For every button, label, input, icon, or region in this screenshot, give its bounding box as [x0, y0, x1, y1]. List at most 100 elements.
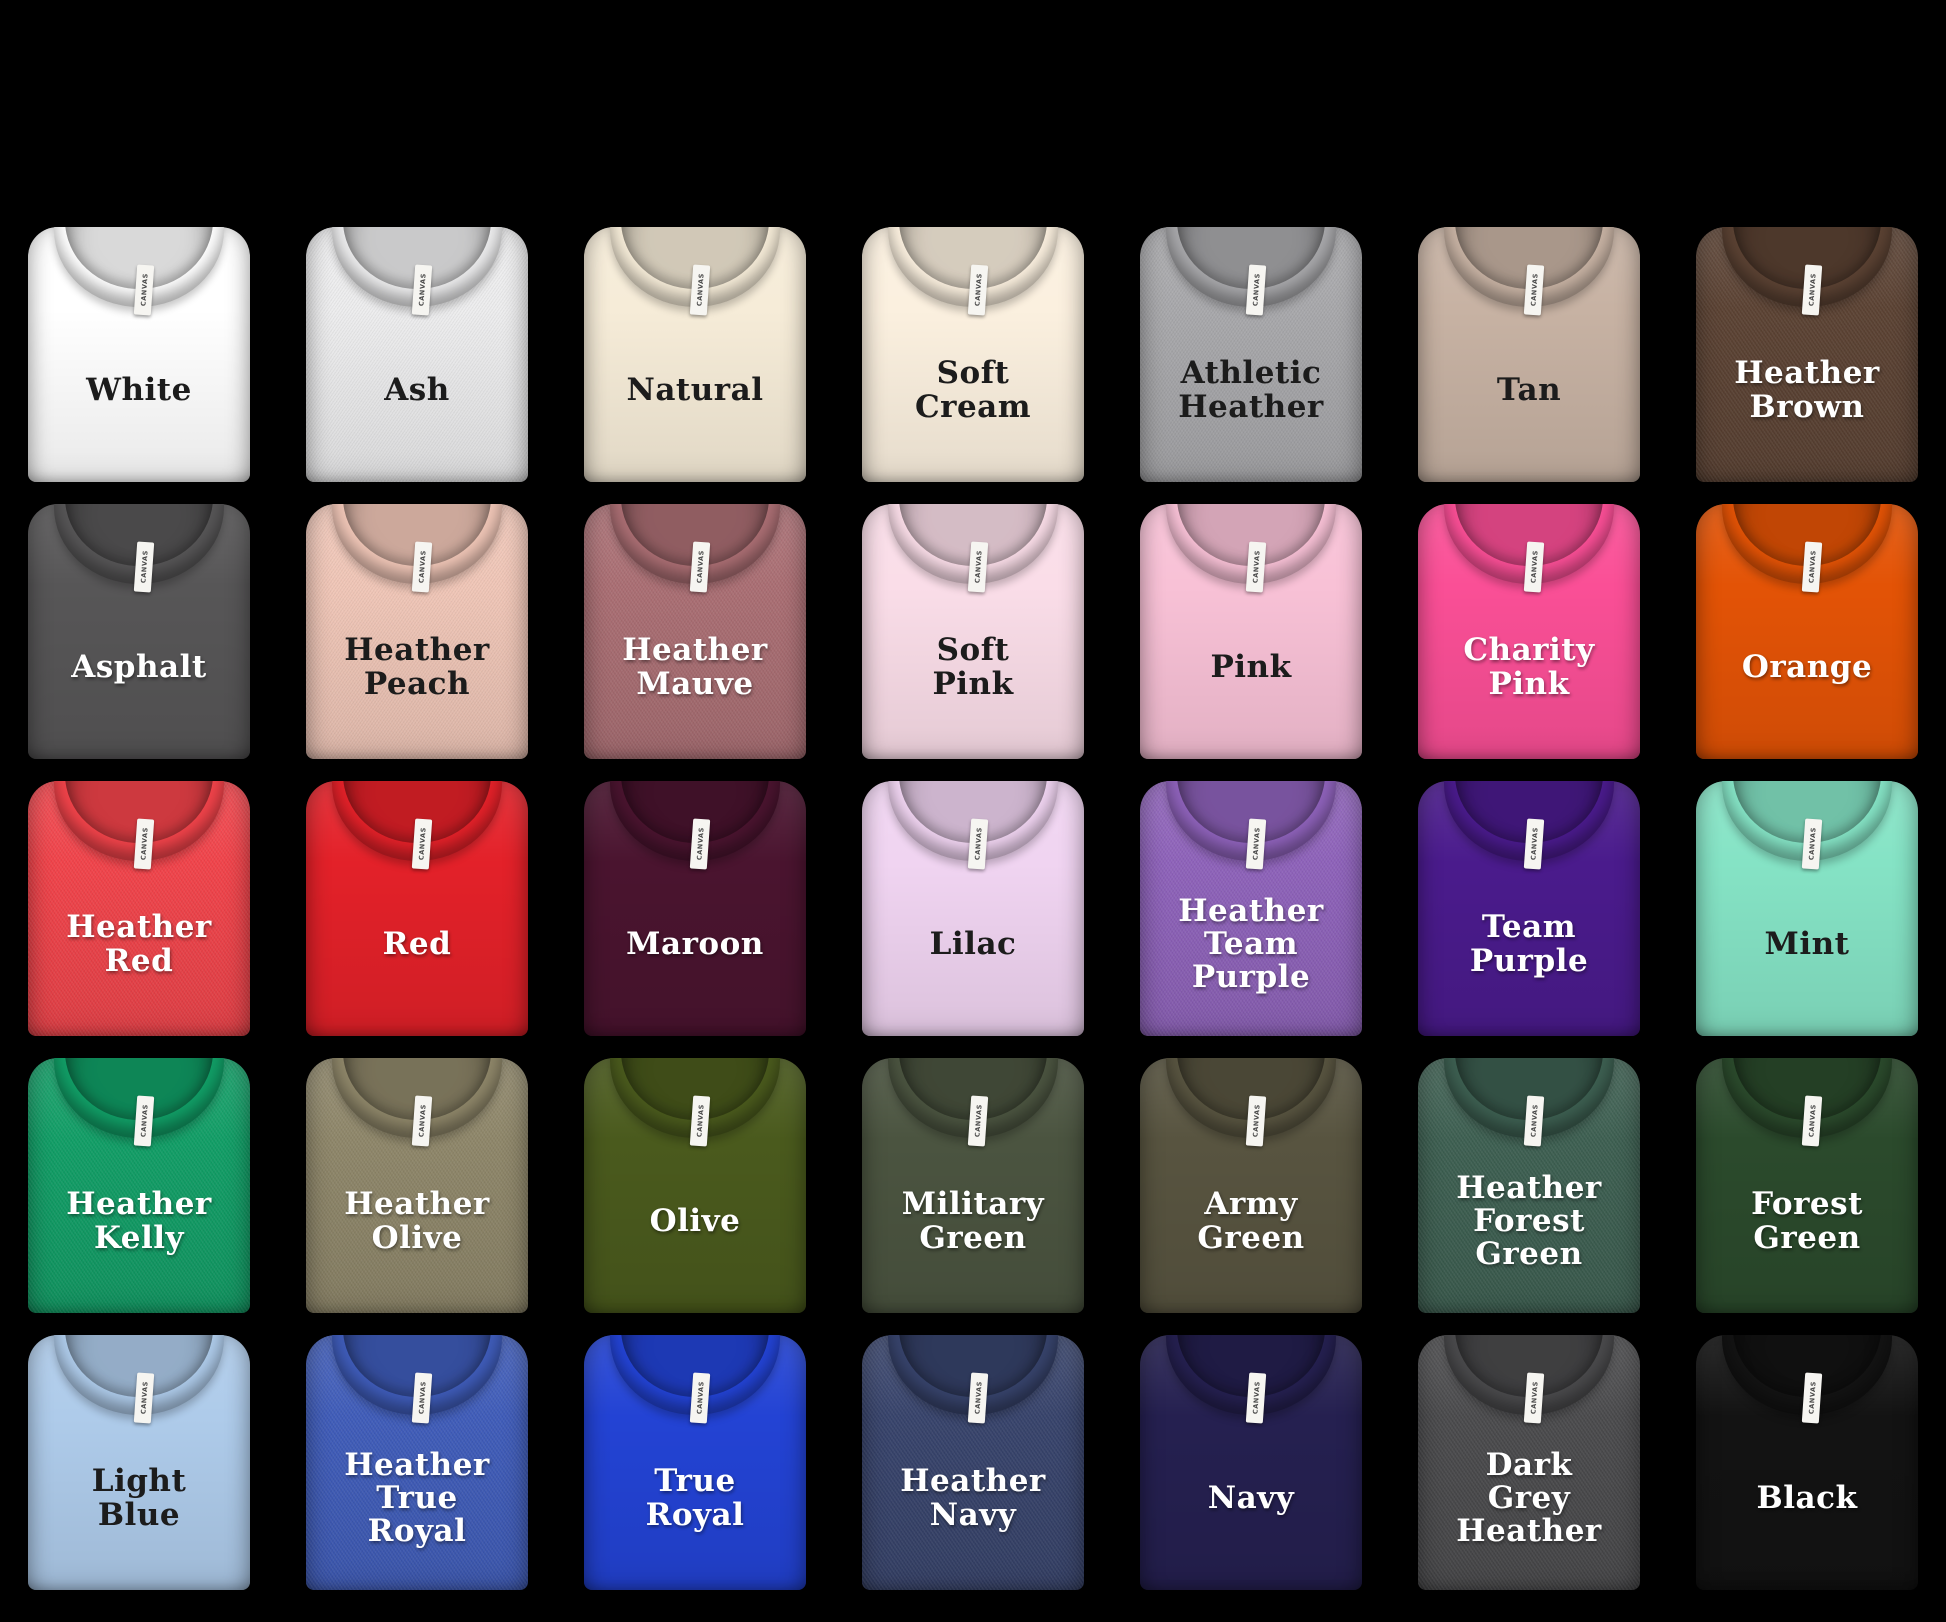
shirt-color-label: Light Blue: [91, 1463, 187, 1533]
brand-tag: CANVAS: [133, 264, 155, 316]
shirt-color-label: Orange: [1741, 648, 1873, 685]
brand-tag-text: CANVAS: [416, 1381, 428, 1415]
brand-tag: CANVAS: [689, 1372, 711, 1424]
brand-tag: CANVAS: [411, 818, 433, 870]
brand-tag-text: CANVAS: [138, 827, 150, 861]
brand-tag: CANVAS: [1523, 264, 1545, 316]
brand-tag: CANVAS: [689, 264, 711, 316]
shirt-tile-maroon: CANVAS Maroon: [584, 781, 806, 1036]
shirt-grid: CANVAS White CANVAS Ash CANVAS Natural C…: [28, 227, 1918, 1590]
brand-tag: CANVAS: [967, 541, 989, 593]
brand-tag-text: CANVAS: [972, 273, 984, 307]
brand-tag: CANVAS: [411, 541, 433, 593]
shirt-color-label: Heather Team Purple: [1178, 892, 1324, 996]
shirt-tile-heather-kelly: CANVAS Heather Kelly: [28, 1058, 250, 1313]
shirt-tile-navy: CANVAS Navy: [1140, 1335, 1362, 1590]
shirt-color-label: Heather Mauve: [622, 632, 768, 702]
brand-tag-text: CANVAS: [694, 550, 706, 584]
brand-tag: CANVAS: [967, 818, 989, 870]
brand-tag-text: CANVAS: [138, 273, 150, 307]
brand-tag-text: CANVAS: [1528, 1381, 1540, 1415]
brand-tag: CANVAS: [411, 264, 433, 316]
shirt-color-label: Heather Forest Green: [1456, 1169, 1602, 1273]
shirt-color-label: Lilac: [929, 925, 1017, 962]
shirt-color-label: Heather True Royal: [344, 1446, 490, 1550]
shirt-tile-heather-navy: CANVAS Heather Navy: [862, 1335, 1084, 1590]
brand-tag-text: CANVAS: [1250, 1381, 1262, 1415]
brand-tag-text: CANVAS: [1250, 827, 1262, 861]
shirt-color-label: Heather Brown: [1734, 355, 1880, 425]
brand-tag-text: CANVAS: [138, 1381, 150, 1415]
brand-tag-text: CANVAS: [972, 550, 984, 584]
shirt-color-label: Athletic Heather: [1178, 355, 1324, 425]
shirt-tile-heather-red: CANVAS Heather Red: [28, 781, 250, 1036]
shirt-tile-military-green: CANVAS Military Green: [862, 1058, 1084, 1313]
brand-tag-text: CANVAS: [694, 1104, 706, 1138]
brand-tag: CANVAS: [967, 1095, 989, 1147]
shirt-color-label: Navy: [1207, 1479, 1295, 1516]
brand-tag-text: CANVAS: [972, 1381, 984, 1415]
shirt-tile-black: CANVAS Black: [1696, 1335, 1918, 1590]
shirt-tile-olive: CANVAS Olive: [584, 1058, 806, 1313]
shirt-color-label: Olive: [649, 1202, 741, 1239]
brand-tag-text: CANVAS: [1528, 827, 1540, 861]
shirt-color-label: Red: [382, 925, 452, 962]
brand-tag: CANVAS: [133, 1095, 155, 1147]
shirt-tile-heather-true-royal: CANVAS Heather True Royal: [306, 1335, 528, 1590]
shirt-tile-heather-forest-green: CANVAS Heather Forest Green: [1418, 1058, 1640, 1313]
shirt-tile-army-green: CANVAS Army Green: [1140, 1058, 1362, 1313]
shirt-tile-heather-brown: CANVAS Heather Brown: [1696, 227, 1918, 482]
brand-tag: CANVAS: [689, 541, 711, 593]
brand-tag-text: CANVAS: [1806, 1381, 1818, 1415]
brand-tag-text: CANVAS: [1806, 550, 1818, 584]
brand-tag: CANVAS: [1245, 1372, 1267, 1424]
brand-tag-text: CANVAS: [1250, 550, 1262, 584]
brand-tag-text: CANVAS: [416, 273, 428, 307]
brand-tag-text: CANVAS: [694, 273, 706, 307]
shirt-color-label: White: [86, 371, 192, 408]
brand-tag: CANVAS: [411, 1372, 433, 1424]
brand-tag-text: CANVAS: [138, 1104, 150, 1138]
brand-tag: CANVAS: [967, 1372, 989, 1424]
shirt-color-label: Mint: [1764, 925, 1850, 962]
shirt-color-label: Asphalt: [71, 648, 207, 685]
brand-tag-text: CANVAS: [1806, 827, 1818, 861]
brand-tag-text: CANVAS: [694, 827, 706, 861]
shirt-tile-heather-mauve: CANVAS Heather Mauve: [584, 504, 806, 759]
brand-tag-text: CANVAS: [416, 1104, 428, 1138]
shirt-color-label: Charity Pink: [1463, 632, 1595, 702]
brand-tag: CANVAS: [1801, 1372, 1823, 1424]
brand-tag: CANVAS: [1801, 818, 1823, 870]
shirt-tile-natural: CANVAS Natural: [584, 227, 806, 482]
brand-tag: CANVAS: [1801, 264, 1823, 316]
shirt-color-label: Heather Navy: [900, 1463, 1046, 1533]
brand-tag: CANVAS: [1801, 541, 1823, 593]
brand-tag-text: CANVAS: [1528, 1104, 1540, 1138]
brand-tag: CANVAS: [689, 1095, 711, 1147]
shirt-color-label: Soft Cream: [914, 355, 1032, 425]
brand-tag-text: CANVAS: [1806, 273, 1818, 307]
brand-tag-text: CANVAS: [1528, 273, 1540, 307]
shirt-tile-dark-grey-heather: CANVAS Dark Grey Heather: [1418, 1335, 1640, 1590]
shirt-color-label: Soft Pink: [932, 632, 1014, 702]
shirt-tile-athletic-heather: CANVAS Athletic Heather: [1140, 227, 1362, 482]
brand-tag: CANVAS: [1523, 1372, 1545, 1424]
brand-tag-text: CANVAS: [972, 827, 984, 861]
shirt-color-label: Black: [1756, 1479, 1858, 1516]
shirt-tile-lilac: CANVAS Lilac: [862, 781, 1084, 1036]
shirt-color-label: Team Purple: [1469, 909, 1589, 979]
shirt-tile-mint: CANVAS Mint: [1696, 781, 1918, 1036]
shirt-tile-soft-pink: CANVAS Soft Pink: [862, 504, 1084, 759]
shirt-color-label: Natural: [626, 371, 764, 408]
brand-tag-text: CANVAS: [416, 550, 428, 584]
shirt-color-label: Heather Olive: [344, 1186, 490, 1256]
shirt-color-label: Heather Red: [66, 909, 212, 979]
brand-tag: CANVAS: [133, 818, 155, 870]
shirt-tile-ash: CANVAS Ash: [306, 227, 528, 482]
brand-tag-text: CANVAS: [1528, 550, 1540, 584]
shirt-color-label: Military Green: [901, 1186, 1045, 1256]
shirt-tile-red: CANVAS Red: [306, 781, 528, 1036]
shirt-color-label: Dark Grey Heather: [1456, 1446, 1602, 1550]
brand-tag-text: CANVAS: [694, 1381, 706, 1415]
brand-tag-text: CANVAS: [972, 1104, 984, 1138]
